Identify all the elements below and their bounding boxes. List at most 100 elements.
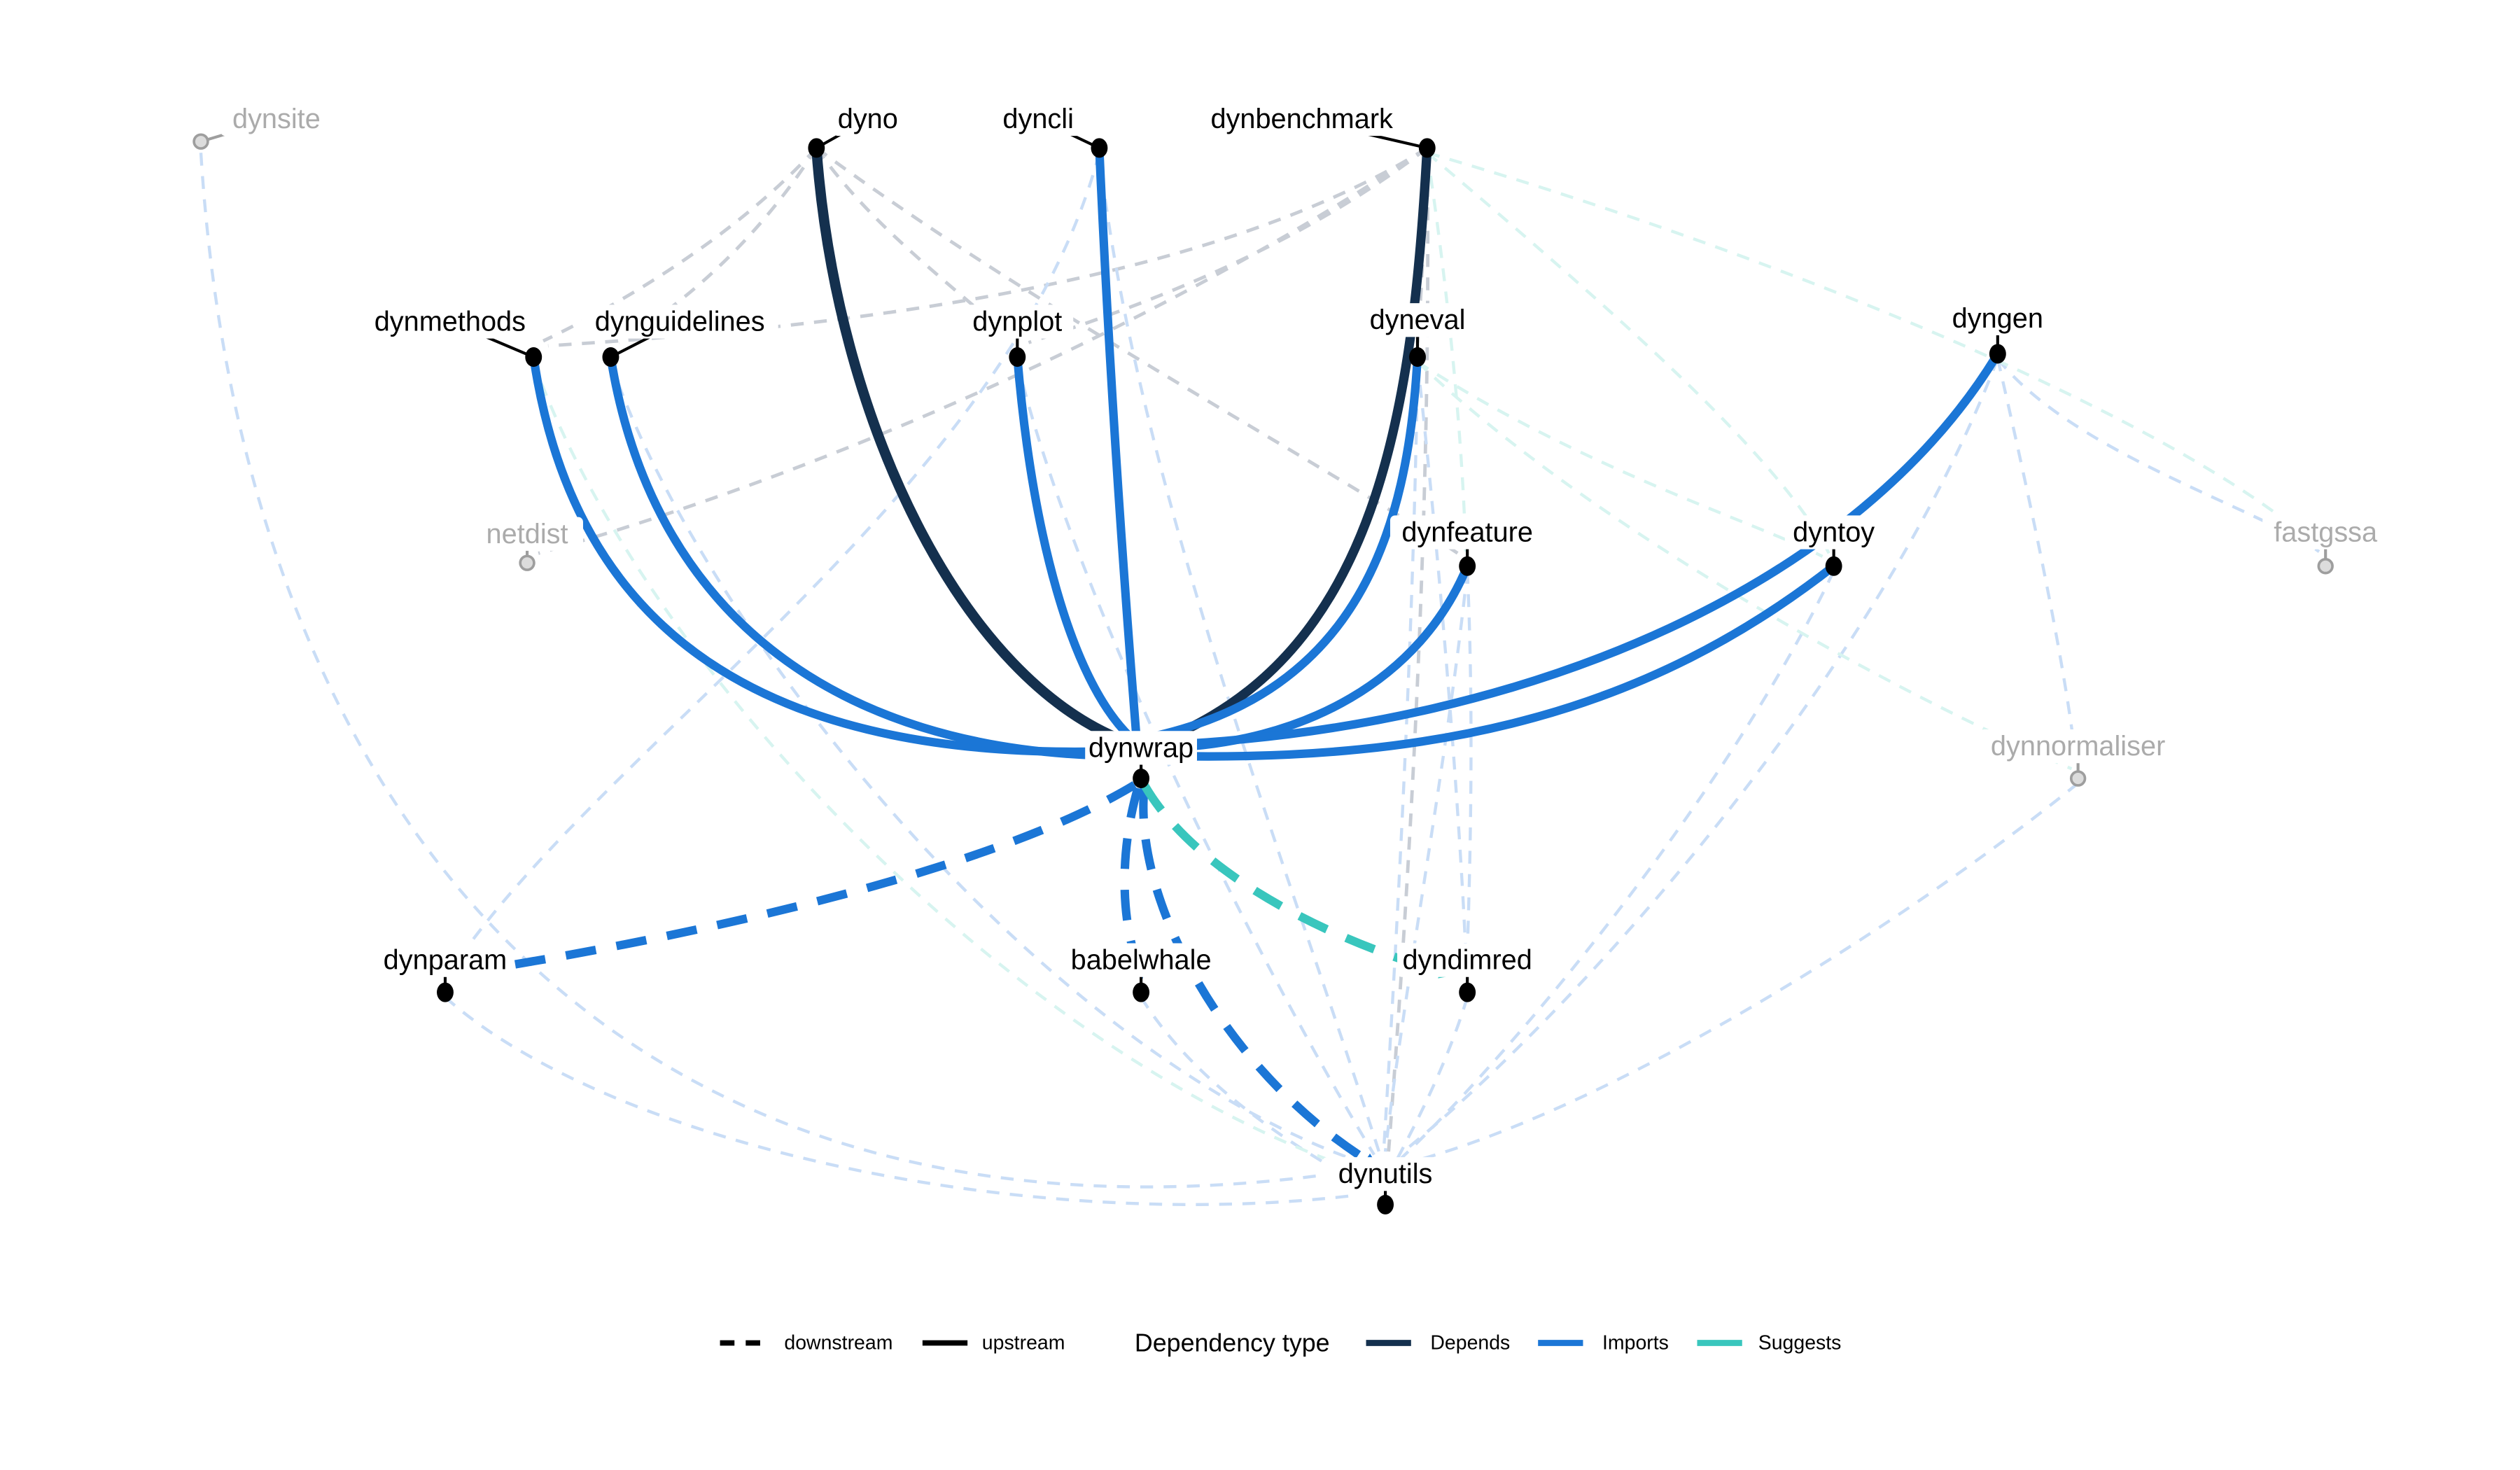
node-label-bg-netdist — [471, 517, 583, 551]
node-label-bg-dyntoy — [1784, 515, 1883, 550]
node-label-bg-fastgssa — [2262, 515, 2389, 550]
edge-dynbenchmark-dyntoy — [1426, 151, 1830, 554]
node-label-babelwhale: babelwhale — [1071, 945, 1212, 976]
node-dot-dyno — [808, 138, 825, 158]
node-label-dynplot: dynplot — [972, 307, 1062, 337]
node-dot-dynplot — [1009, 347, 1026, 368]
edge-arrowheads-layer — [486, 959, 1454, 1168]
node-label-dynparam: dynparam — [384, 945, 507, 976]
node-label-dyno: dyno — [838, 104, 898, 134]
legend-label-downstream: downstream — [784, 1331, 892, 1354]
node-label-dyncli: dyncli — [1002, 104, 1074, 134]
node-label-bg-dyndimred — [1397, 943, 1538, 977]
edge-babelwhale-dynutils — [1140, 996, 1366, 1187]
node-dot-dynguidelines — [602, 347, 620, 368]
node-dot-dynbenchmark — [1418, 138, 1436, 158]
edge-dyngen-dynutils — [1400, 358, 1999, 1155]
node-label-dynsite: dynsite — [232, 104, 321, 134]
edge-dynwrap-dyndimred — [1140, 783, 1441, 976]
edge-dyno-dynwrap — [811, 147, 1132, 748]
node-label-bg-babelwhale — [1063, 943, 1219, 977]
node-label-dynbenchmark: dynbenchmark — [1210, 104, 1393, 134]
node-dot-dyneval — [1409, 347, 1426, 368]
node-label-bg-dynguidelines — [581, 304, 778, 339]
node-label-bg-dynsite — [220, 102, 332, 136]
edge-dyncli-dynutils — [1098, 153, 1380, 1152]
node-dot-dynmethods — [525, 347, 542, 368]
label-leaders-layer — [200, 118, 2328, 1205]
legend-label-depends: Depends — [1430, 1331, 1510, 1354]
edge-dyneval-dynutils — [1382, 361, 1420, 1150]
node-dot-dynsite — [192, 133, 209, 150]
node-label-bg-dynmethods — [372, 304, 528, 339]
edge-dyntoy-dynutils — [1399, 570, 1835, 1161]
edge-dyno-dynplot — [815, 146, 1014, 342]
node-dot-dyncli — [1091, 138, 1108, 158]
edge-dynwrap-babelwhale — [1120, 787, 1142, 967]
edge-dynfeature-dyndimred — [1465, 570, 1473, 951]
edge-dyncli-dynwrap — [1095, 148, 1141, 736]
edge-dynmethods-dynwrap — [529, 356, 1116, 756]
edge-dyngen-dynnormaliser — [1996, 358, 2078, 766]
node-dot-fastgssa — [2317, 558, 2334, 575]
node-label-bg-dynnormaliser — [1980, 729, 2177, 764]
edge-dynplot-dynwrap — [1013, 356, 1133, 740]
edge-dynguidelines-dynutils — [609, 361, 1364, 1165]
node-label-dynguidelines: dynguidelines — [595, 307, 765, 337]
node-label-dyntoy: dyntoy — [1793, 517, 1875, 547]
node-dot-dynnormaliser — [2069, 770, 2087, 787]
edge-dyntoy-dynwrap — [1163, 562, 1837, 761]
node-label-bg-dynutils — [1322, 1157, 1449, 1191]
node-label-dynutils: dynutils — [1338, 1158, 1433, 1189]
node-dot-dyngen — [1989, 344, 2006, 364]
edge-dynbenchmark-fastgssa — [1427, 151, 2320, 550]
node-label-dynwrap: dynwrap — [1088, 732, 1194, 763]
edge-dyno-dynguidelines — [617, 147, 818, 344]
edge-dyndimred-dynutils — [1390, 996, 1469, 1170]
edge-dyno-dynmethods — [542, 146, 818, 343]
node-label-dyneval: dyneval — [1370, 304, 1466, 335]
node-dot-dyndimred — [1459, 982, 1476, 1002]
node-label-dynfeature: dynfeature — [1401, 517, 1533, 547]
edge-dyneval-dynnormaliser — [1416, 360, 2073, 771]
node-label-bg-dyno — [833, 102, 903, 136]
node-label-dynmethods: dynmethods — [374, 307, 526, 337]
edge-dyneval-dyntoy — [1416, 360, 1823, 558]
edge-dyneval-dyndimred — [1415, 361, 1468, 953]
legend-title: Dependency type — [1135, 1329, 1330, 1357]
node-dots-layer — [192, 133, 2334, 1214]
node-label-bg-dyngen — [1949, 301, 2047, 336]
faded-edges-layer — [199, 146, 2320, 1206]
node-label-dyndimred: dyndimred — [1402, 945, 1532, 976]
node-dot-netdist — [519, 554, 536, 571]
node-dot-dyntoy — [1825, 556, 1842, 576]
edge-dyngen-dynwrap — [1168, 351, 2002, 749]
legend-label-upstream: upstream — [982, 1331, 1065, 1354]
edge-dynwrap-dynparam — [500, 781, 1138, 971]
node-label-bg-dynbenchmark — [1210, 102, 1394, 136]
edge-dynbenchmark-dynutils — [1387, 160, 1430, 1152]
edge-dynbenchmark-dynfeature — [1425, 152, 1468, 552]
node-label-dynnormaliser: dynnormaliser — [1991, 731, 2165, 762]
edge-dyno-dynfeature — [815, 146, 1459, 555]
edge-dyneval-dynwrap — [1151, 356, 1422, 741]
node-label-bg-dynplot — [961, 304, 1074, 339]
node-dot-dynparam — [437, 982, 454, 1002]
edge-dynwrap-dynutils — [1139, 788, 1368, 1163]
edge-dynbenchmark-netdist — [538, 146, 1429, 555]
edge-dynguidelines-dynwrap — [606, 356, 1119, 760]
node-label-bg-dynparam — [382, 943, 508, 977]
strong-edges-layer — [500, 147, 2002, 1163]
node-label-bg-dyncli — [989, 102, 1087, 136]
edge-dyngen-fastgssa — [1996, 358, 2320, 553]
legend: downstream upstream Dependency type Depends… — [720, 1329, 1841, 1357]
node-label-bg-dynfeature — [1390, 515, 1545, 550]
node-label-netdist: netdist — [486, 519, 568, 550]
edge-dynbenchmark-dynwrap — [1156, 148, 1432, 746]
edge-dyncli-dynparam — [456, 152, 1101, 961]
node-dot-dynutils — [1377, 1194, 1394, 1214]
node-labels-layer: dynsite dyno dyncli dynbenchmark dynmethods d… — [220, 102, 2389, 1191]
edge-dynmethods-dynutils — [532, 361, 1365, 1175]
